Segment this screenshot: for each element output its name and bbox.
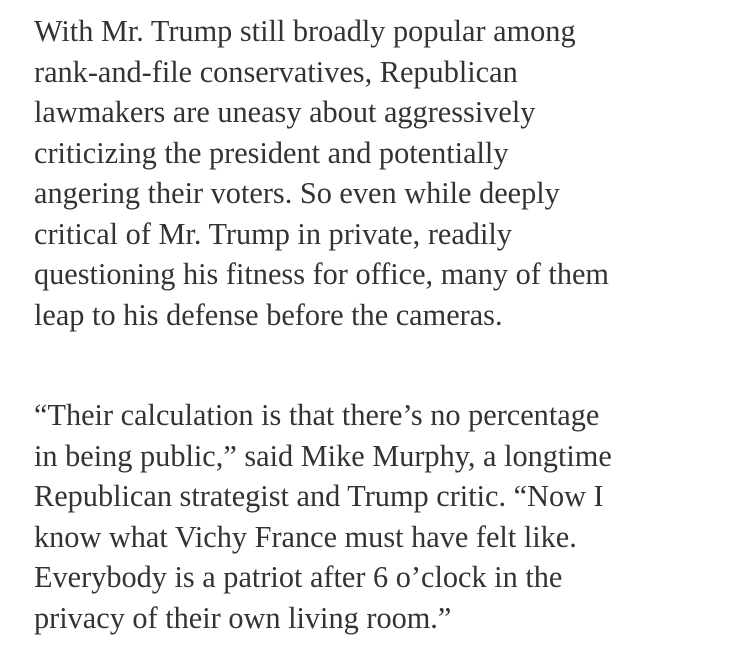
paragraph-line: Republican strategist and Trump critic. … bbox=[34, 479, 604, 513]
article-paragraph: With Mr. Trump still broadly popular amo… bbox=[34, 11, 609, 335]
paragraph-line: privacy of their own living room.” bbox=[34, 600, 452, 635]
paragraph-line: With Mr. Trump still broadly popular amo… bbox=[34, 14, 576, 48]
paragraph-line: criticizing the president and potentiall… bbox=[34, 135, 509, 170]
article-paragraph: “Their calculation is that there’s no pe… bbox=[34, 395, 612, 638]
paragraph-line: questioning his fitness for office, many… bbox=[34, 257, 609, 291]
paragraph-line: in being public,” said Mike Murphy, a lo… bbox=[34, 438, 612, 473]
paragraph-line: know what Vichy France must have felt li… bbox=[34, 519, 577, 554]
paragraph-line: critical of Mr. Trump in private, readil… bbox=[34, 216, 512, 251]
paragraph-line: angering their voters. So even while dee… bbox=[34, 176, 560, 210]
paragraph-line: “Their calculation is that there’s no pe… bbox=[34, 398, 600, 432]
paragraph-line: Everybody is a patriot after 6 o’clock i… bbox=[34, 560, 563, 594]
paragraph-line: leap to his defense before the cameras. bbox=[34, 297, 503, 332]
paragraph-line: rank-and-file conservatives, Republican bbox=[34, 54, 518, 89]
paragraph-line: lawmakers are uneasy about aggressively bbox=[34, 95, 536, 129]
